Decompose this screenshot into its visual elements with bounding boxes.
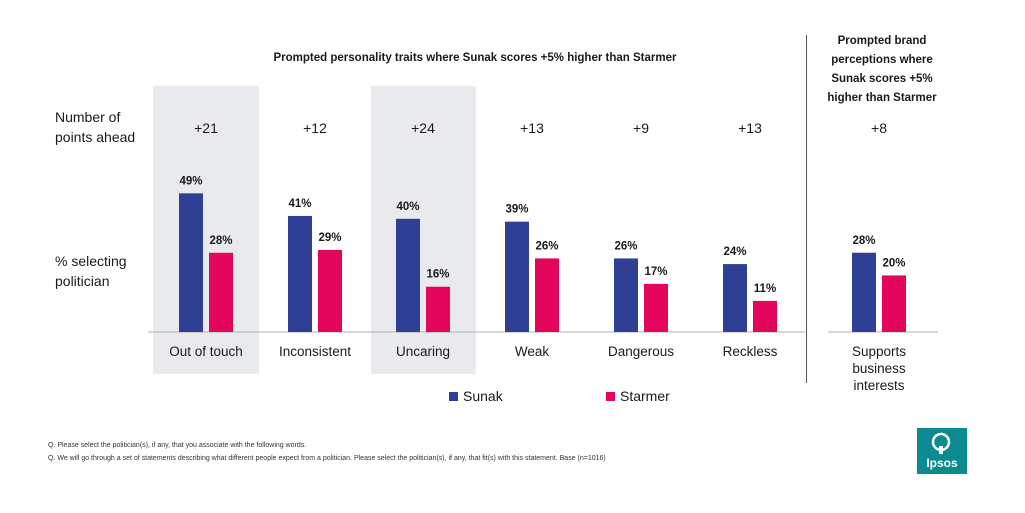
- bar-sunak-out-of-touch: [179, 193, 203, 332]
- points-ahead-weak: +13: [520, 120, 544, 136]
- category-label-out-of-touch: Out of touch: [169, 344, 243, 359]
- category-label-supports-business-interests-line-2: business: [852, 361, 906, 376]
- bar-sunak-weak: [505, 221, 529, 332]
- bar-starmer-uncaring: [426, 286, 450, 332]
- points-ahead-row-label: Number of points ahead: [55, 109, 136, 145]
- category-label-supports-business-interests-line-3: interests: [853, 378, 904, 393]
- bar-starmer-weak: [535, 258, 559, 332]
- section-divider: [806, 35, 807, 383]
- bar-starmer-inconsistent: [318, 249, 342, 332]
- bar-sunak-inconsistent: [288, 215, 312, 332]
- data-label-sunak-uncaring: 40%: [396, 201, 419, 213]
- data-label-starmer-inconsistent: 29%: [318, 232, 341, 244]
- data-label-starmer-dangerous: 17%: [644, 266, 667, 278]
- side-title-line-3: Sunak scores +5%: [831, 73, 933, 85]
- points-ahead-uncaring: +24: [411, 120, 435, 136]
- data-label-starmer-out-of-touch: 28%: [209, 235, 232, 247]
- bar-starmer-reckless: [753, 300, 777, 332]
- category-label-weak: Weak: [515, 344, 550, 359]
- data-label-sunak-reckless: 24%: [723, 246, 746, 258]
- data-label-sunak-dangerous: 26%: [614, 240, 637, 252]
- category-label-inconsistent: Inconsistent: [279, 344, 351, 359]
- footnote-1: Q. Please select the politician(s), if a…: [48, 442, 307, 449]
- points-ahead-inconsistent: +12: [303, 120, 327, 136]
- ipsos-logo-text: Ipsos: [926, 456, 958, 470]
- points-ahead-supports-business-interests: +8: [871, 120, 887, 136]
- legend-label-sunak: Sunak: [463, 388, 503, 404]
- legend-swatch-starmer: [606, 392, 615, 401]
- data-label-sunak-weak: 39%: [505, 204, 528, 216]
- bar-sunak-dangerous: [614, 258, 638, 332]
- bar-starmer-dangerous: [644, 283, 668, 332]
- side-title-line-4: higher than Starmer: [827, 92, 937, 104]
- category-label-reckless: Reckless: [723, 344, 778, 359]
- data-label-starmer-reckless: 11%: [754, 283, 776, 295]
- category-label-supports-business-interests-line-1: Supports: [852, 344, 906, 359]
- highlight-panel-out-of-touch: [153, 86, 259, 374]
- category-label-dangerous: Dangerous: [608, 344, 674, 359]
- data-label-starmer-uncaring: 16%: [426, 269, 449, 281]
- side-title-line-1: Prompted brand: [837, 35, 927, 47]
- legend-label-starmer: Starmer: [620, 388, 670, 404]
- data-label-sunak-out-of-touch: 49%: [179, 175, 202, 187]
- points-ahead-dangerous: +9: [633, 120, 649, 136]
- data-label-sunak-inconsistent: 41%: [288, 198, 311, 210]
- data-label-starmer-weak: 26%: [535, 240, 558, 252]
- bar-sunak-supports-business-interests: [852, 252, 876, 332]
- bar-sunak-reckless: [723, 264, 747, 332]
- bar-starmer-supports-business-interests: [882, 275, 906, 332]
- side-title-line-2: perceptions where: [831, 54, 933, 66]
- data-label-starmer-supports-business-interests: 20%: [882, 257, 905, 269]
- ipsos-logo: [917, 428, 967, 474]
- bar-starmer-out-of-touch: [209, 252, 233, 332]
- category-label-uncaring: Uncaring: [396, 344, 450, 359]
- legend-swatch-sunak: [449, 392, 458, 401]
- chart-title: Prompted personality traits where Sunak …: [273, 52, 677, 64]
- bar-sunak-uncaring: [396, 218, 420, 332]
- data-label-sunak-supports-business-interests: 28%: [852, 235, 875, 247]
- selecting-row-label: % selecting politician: [55, 253, 127, 289]
- points-ahead-reckless: +13: [738, 120, 762, 136]
- footnote-2: Q. We will go through a set of statement…: [48, 455, 606, 462]
- points-ahead-out-of-touch: +21: [194, 120, 218, 136]
- side-title: Prompted brand perceptions where Sunak s…: [812, 32, 952, 108]
- highlight-panel-uncaring: [371, 86, 476, 374]
